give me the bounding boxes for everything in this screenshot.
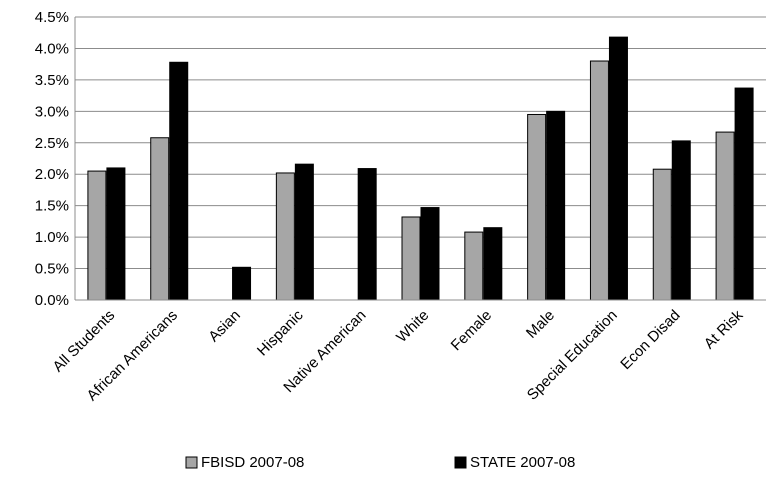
legend-swatch — [185, 456, 198, 469]
y-tick-labels: 0.0% 0.5% 1.0% 1.5% 2.0% 2.5% 3.0% 3.5% 4.0% 4.5% — [35, 9, 69, 309]
bar-state — [671, 140, 691, 301]
x-category-label: Asian — [205, 307, 244, 346]
bar-state — [608, 36, 628, 301]
legend: FBISD 2007-08 STATE 2007-08 — [185, 454, 575, 471]
x-category-label: Male — [523, 307, 558, 342]
x-category-label: At Risk — [701, 306, 747, 352]
bar-state — [734, 87, 754, 301]
bar-fbisd — [715, 131, 735, 301]
bar-fbisd — [401, 216, 421, 301]
bar-fbisd — [589, 60, 609, 301]
x-category-label: Econ Disad — [617, 307, 683, 373]
x-category-label: Hispanic — [254, 306, 307, 359]
y-tick-label: 4.5% — [35, 9, 69, 26]
bar-state — [357, 168, 377, 301]
bar-state — [420, 207, 440, 301]
x-category-label: Female — [448, 307, 495, 354]
y-tick-label: 1.0% — [35, 229, 69, 246]
x-category-label: All Students — [50, 307, 119, 376]
y-tick-label: 1.5% — [35, 198, 69, 215]
axes — [74, 17, 766, 301]
y-tick-label: 0.5% — [35, 261, 69, 278]
bar-fbisd — [275, 172, 295, 301]
bars — [87, 36, 754, 301]
bar-state — [169, 61, 189, 301]
gridlines — [75, 16, 766, 270]
legend-label: STATE 2007-08 — [470, 454, 575, 471]
bar-state — [232, 266, 252, 301]
bar-fbisd — [652, 168, 672, 301]
bar-state — [294, 163, 314, 301]
bar-fbisd — [464, 231, 484, 301]
legend-swatch — [454, 456, 467, 469]
y-tick-label: 2.0% — [35, 166, 69, 183]
bar-state — [106, 167, 126, 301]
y-tick-label: 4.0% — [35, 40, 69, 57]
y-tick-label: 3.0% — [35, 103, 69, 120]
bar-fbisd — [527, 113, 547, 301]
y-tick-label: 3.5% — [35, 72, 69, 89]
y-tick-label: 0.0% — [35, 292, 69, 309]
bar-state — [546, 110, 566, 301]
bar-fbisd — [87, 170, 107, 301]
bar-fbisd — [150, 137, 170, 301]
bar-state — [483, 227, 503, 301]
y-tick-label: 2.5% — [35, 135, 69, 152]
x-category-label: White — [393, 307, 432, 346]
legend-label: FBISD 2007-08 — [201, 454, 304, 471]
